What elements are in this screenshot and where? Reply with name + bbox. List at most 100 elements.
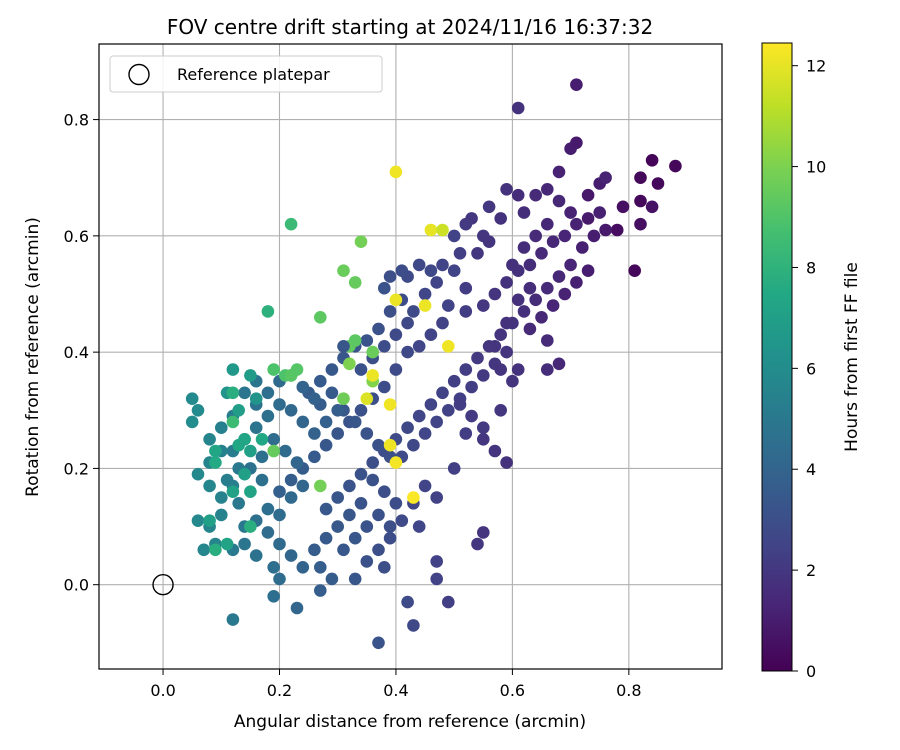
reference-platepar-marker — [152, 573, 174, 596]
data-point — [424, 264, 438, 278]
data-point — [244, 485, 257, 499]
x-tick-label: 0.2 — [267, 681, 292, 700]
data-point — [238, 386, 251, 400]
data-point — [459, 427, 473, 440]
data-point — [354, 467, 368, 481]
data-point — [401, 595, 414, 609]
data-point — [244, 369, 257, 382]
data-point — [319, 502, 333, 516]
colorbar-tick-label: 12 — [806, 57, 826, 76]
data-point — [546, 235, 560, 248]
data-point — [348, 415, 362, 429]
x-tick-label: 0.0 — [150, 681, 175, 700]
data-point — [308, 543, 321, 557]
data-point — [529, 293, 542, 307]
data-point — [290, 456, 304, 469]
y-axis-title: Rotation from reference (arcmin) — [23, 217, 43, 497]
data-point — [634, 217, 647, 231]
data-point — [249, 392, 263, 406]
data-point — [477, 369, 490, 382]
legend-label: Reference platepar — [177, 65, 330, 84]
data-point — [284, 217, 298, 231]
data-point — [366, 473, 380, 487]
data-point — [325, 572, 339, 586]
data-point — [226, 386, 240, 400]
y-tick-label: 0.8 — [64, 111, 89, 130]
data-point — [477, 299, 490, 312]
data-point — [430, 415, 444, 429]
data-point — [238, 537, 251, 551]
data-point — [401, 345, 414, 359]
data-point — [378, 485, 391, 499]
data-point — [517, 241, 531, 254]
data-point — [284, 473, 298, 487]
data-point — [552, 165, 566, 179]
data-point — [203, 514, 216, 527]
data-point — [430, 276, 444, 289]
data-point — [541, 183, 554, 196]
data-point — [238, 433, 251, 446]
data-point — [255, 450, 269, 464]
data-point — [366, 345, 380, 359]
data-point — [319, 531, 333, 545]
data-point — [407, 619, 420, 632]
data-point — [477, 526, 490, 539]
data-point — [418, 287, 432, 301]
data-point — [325, 363, 339, 376]
data-point — [215, 508, 228, 522]
data-point — [482, 235, 496, 248]
data-point — [261, 386, 275, 400]
data-point — [500, 456, 513, 469]
data-point — [296, 415, 310, 429]
data-point — [197, 543, 211, 557]
data-point — [372, 636, 385, 650]
data-point — [220, 537, 234, 551]
data-point — [500, 183, 513, 196]
data-point — [424, 223, 438, 237]
data-point — [354, 363, 368, 376]
data-point — [354, 404, 368, 417]
data-point — [226, 485, 240, 499]
data-point — [389, 328, 403, 342]
data-point — [337, 543, 350, 557]
data-point — [424, 398, 438, 411]
data-point — [500, 345, 513, 359]
data-point — [517, 305, 531, 318]
data-point — [488, 287, 502, 301]
data-point — [348, 572, 362, 586]
data-point — [430, 491, 444, 504]
data-point — [279, 444, 292, 458]
data-point — [267, 444, 281, 458]
colorbar-tick-label: 6 — [806, 359, 816, 378]
data-point — [511, 188, 525, 202]
data-point — [314, 311, 327, 324]
data-point — [325, 386, 339, 400]
data-point — [261, 409, 275, 423]
y-axis-ticks: 0.0 0.2 0.4 0.6 0.8 — [64, 111, 99, 595]
data-point — [477, 433, 490, 446]
data-point — [401, 316, 414, 330]
data-point — [308, 392, 321, 406]
data-point — [378, 281, 391, 295]
data-point — [511, 363, 525, 376]
data-point — [477, 421, 490, 435]
data-point — [249, 421, 263, 435]
data-point — [535, 247, 548, 260]
data-point — [331, 427, 345, 440]
data-point — [599, 171, 612, 184]
data-point — [383, 305, 397, 318]
data-point — [570, 217, 583, 231]
legend: Reference platepar — [109, 55, 383, 93]
colorbar-tick-label: 2 — [806, 561, 816, 580]
data-point — [372, 508, 385, 522]
data-point — [267, 363, 281, 376]
data-point — [651, 177, 665, 190]
data-point — [471, 247, 484, 260]
data-point — [628, 264, 641, 278]
data-point — [535, 311, 548, 324]
data-point — [308, 427, 321, 440]
data-point — [232, 497, 245, 510]
data-point — [360, 555, 374, 568]
data-point — [488, 444, 502, 458]
data-point — [296, 479, 310, 493]
